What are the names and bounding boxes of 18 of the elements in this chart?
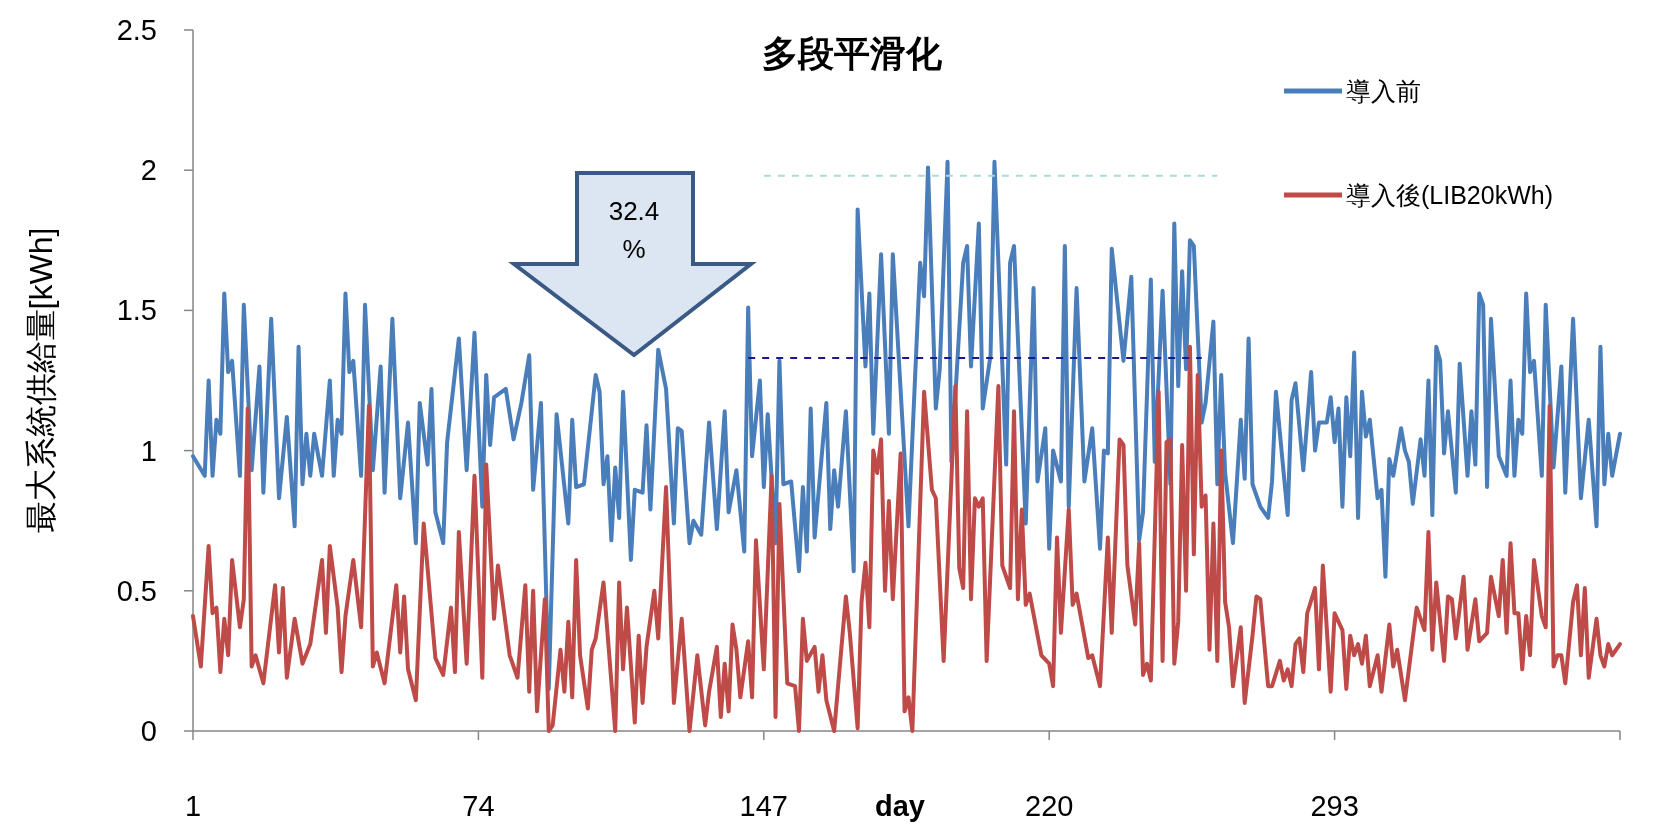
x-tick-label: 293 [1310, 790, 1359, 822]
chart-title: 多段平滑化 [762, 33, 943, 74]
y-tick-label: 1.5 [116, 294, 157, 327]
x-tick-label: 74 [462, 790, 495, 822]
legend-label: 導入前 [1346, 77, 1421, 105]
y-axis-title: 最大系統供給量[kWh] [23, 227, 59, 534]
annotation: 32.4 % [608, 196, 660, 264]
x-tick-label: 220 [1025, 790, 1074, 822]
x-axis-title: day [875, 790, 925, 822]
y-tick-label: 2.5 [116, 14, 157, 46]
x-tick-label: 1 [184, 790, 202, 822]
y-tick-label: 0.5 [116, 574, 157, 607]
y-tick-label: 2 [140, 154, 157, 187]
x-tick-label: 147 [739, 790, 788, 822]
legend-label: 導入後(LIB20kWh) [1346, 181, 1553, 209]
y-tick-label: 0 [140, 715, 157, 747]
line-series [191, 159, 1622, 691]
y-tick-label: 1 [140, 434, 157, 467]
